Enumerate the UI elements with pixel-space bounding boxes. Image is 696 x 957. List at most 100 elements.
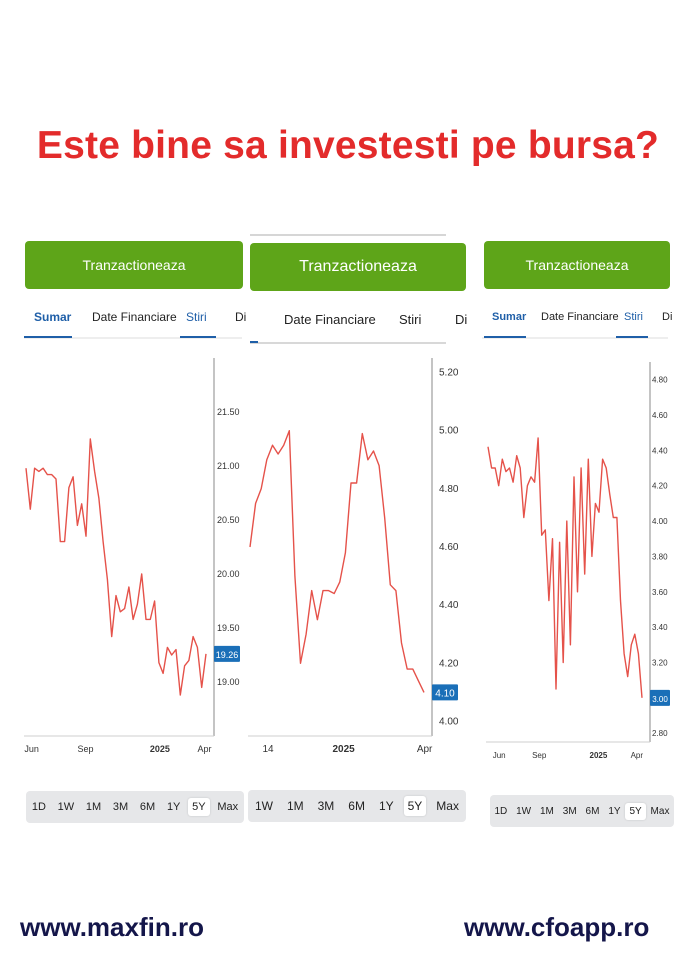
- x-tick-label: 2025: [590, 751, 608, 760]
- price-chart: 21.50 21.00 20.50 20.00 19.50 19.00 Jun Sep 2025…: [24, 358, 240, 754]
- range-3m[interactable]: 3M: [562, 805, 577, 817]
- range-6m[interactable]: 6M: [585, 805, 600, 817]
- tab-sumar[interactable]: Sumar: [492, 311, 527, 323]
- tab-stiri-underline: [616, 336, 648, 338]
- stock-panel-1: Tranzactioneaza Sumar Date Financiare St…: [24, 238, 246, 828]
- range-3m[interactable]: 3M: [317, 799, 335, 813]
- price-chart: 4.80 4.60 4.40 4.20 4.00 3.80 3.60 3.40 3.20 3.00…: [486, 362, 670, 760]
- tab-stiri-underline: [180, 336, 216, 338]
- x-tick-label: Jun: [24, 744, 39, 754]
- y-tick-label: 4.60: [652, 411, 668, 420]
- range-max[interactable]: Max: [436, 799, 459, 813]
- y-tick-label: 5.00: [439, 426, 459, 437]
- y-tick-label: 4.20: [439, 658, 459, 669]
- tab-active-underline: [484, 336, 526, 338]
- y-tick-label: 21.50: [217, 407, 240, 417]
- range-1w[interactable]: 1W: [254, 799, 273, 813]
- tab-divider: [24, 337, 242, 339]
- range-selector: 1D 1W 1M 3M 6M 1Y 5Y Max: [26, 791, 244, 823]
- range-1m[interactable]: 1M: [286, 799, 304, 813]
- tab-dividende[interactable]: Di: [455, 312, 468, 327]
- tab-divider: [482, 337, 668, 339]
- headline: Este bine sa investesti pe bursa?: [36, 124, 660, 167]
- stock-panel-3: Tranzactioneaza Sumar Date Financiare St…: [482, 238, 682, 830]
- y-tick-label: 4.80: [652, 376, 668, 385]
- y-tick-label: 3.80: [652, 552, 668, 561]
- y-tick-label: 19.50: [217, 623, 240, 633]
- tab-stiri[interactable]: Stiri: [399, 312, 422, 327]
- footer-left-url[interactable]: www.maxfin.ro: [20, 912, 204, 942]
- price-line: [25, 438, 207, 696]
- range-1d[interactable]: 1D: [494, 805, 508, 817]
- y-tick-label: 4.40: [652, 446, 668, 455]
- y-tick-label: 21.00: [217, 461, 240, 471]
- y-tick-label: 4.00: [439, 716, 459, 727]
- x-tick-label: Sep: [78, 744, 94, 754]
- range-max[interactable]: Max: [217, 801, 239, 813]
- current-price-label: 19.26: [216, 650, 239, 660]
- y-tick-label: 4.20: [652, 482, 668, 491]
- x-tick-label: Sep: [532, 751, 547, 760]
- tab-date-financiare[interactable]: Date Financiare: [284, 312, 376, 327]
- y-tick-label: 19.00: [217, 677, 240, 687]
- range-1d[interactable]: 1D: [31, 801, 46, 813]
- y-tick-label: 4.00: [652, 517, 668, 526]
- y-tick-label: 2.80: [652, 729, 668, 738]
- footer-right-url[interactable]: www.cfoapp.ro: [464, 912, 650, 942]
- x-tick-label: 14: [262, 744, 274, 755]
- tab-date-financiare[interactable]: Date Financiare: [541, 311, 619, 323]
- trade-button[interactable]: Tranzactioneaza: [250, 243, 466, 291]
- range-5y[interactable]: 5Y: [188, 798, 210, 816]
- range-1m[interactable]: 1M: [539, 805, 554, 817]
- range-6m[interactable]: 6M: [139, 801, 156, 813]
- y-tick-label: 4.60: [439, 542, 459, 553]
- y-tick-label: 4.40: [439, 600, 459, 611]
- current-price-badge: [650, 689, 670, 706]
- y-tick-label: 3.40: [652, 623, 668, 632]
- current-price-label: 4.10: [435, 688, 455, 699]
- range-1m[interactable]: 1M: [85, 801, 102, 813]
- range-3m[interactable]: 3M: [112, 801, 129, 813]
- x-tick-label: 2025: [332, 744, 355, 755]
- trade-button[interactable]: Tranzactioneaza: [25, 241, 243, 289]
- tab-active-underline: [24, 336, 72, 338]
- range-6m[interactable]: 6M: [348, 799, 365, 813]
- trade-button[interactable]: Tranzactioneaza: [484, 241, 670, 289]
- x-tick-label: Apr: [198, 744, 212, 754]
- stock-panel-2: Tranzactioneaza Date Financiare Stiri Di…: [248, 232, 470, 828]
- range-1y[interactable]: 1Y: [378, 799, 394, 813]
- range-selector: 1D 1W 1M 3M 6M 1Y 5Y Max: [490, 795, 674, 827]
- x-tick-label: Apr: [631, 751, 644, 760]
- y-tick-label: 20.00: [217, 569, 240, 579]
- tab-dividende[interactable]: Di: [235, 310, 247, 324]
- y-tick-label: 4.80: [439, 484, 459, 495]
- y-tick-label: 3.20: [652, 658, 668, 667]
- top-border: [250, 234, 446, 236]
- price-line: [487, 437, 643, 698]
- price-chart: 5.20 5.00 4.80 4.60 4.40 4.20 4.00 14 2025 Apr 4.1…: [248, 358, 459, 755]
- tab-stiri[interactable]: Stiri: [186, 310, 207, 324]
- tab-stiri[interactable]: Stiri: [624, 311, 643, 323]
- tab-divider: [250, 342, 446, 344]
- range-1w[interactable]: 1W: [516, 805, 532, 817]
- tab-sumar[interactable]: Sumar: [34, 310, 72, 324]
- current-price-badge: [214, 645, 240, 662]
- range-selector: 1W 1M 3M 6M 1Y 5Y Max: [248, 790, 466, 822]
- tab-active-underline: [250, 341, 258, 343]
- y-tick-label: 3.60: [652, 588, 668, 597]
- tab-date-financiare[interactable]: Date Financiare: [92, 310, 177, 324]
- range-1w[interactable]: 1W: [57, 801, 75, 813]
- y-tick-label: 5.20: [439, 368, 459, 379]
- x-tick-label: Apr: [417, 744, 433, 755]
- x-tick-label: Jun: [493, 751, 506, 760]
- range-1y[interactable]: 1Y: [166, 801, 181, 813]
- range-1y[interactable]: 1Y: [608, 805, 621, 817]
- tab-dividende[interactable]: Di: [662, 311, 673, 323]
- range-5y[interactable]: 5Y: [625, 802, 646, 820]
- range-5y[interactable]: 5Y: [403, 796, 427, 816]
- y-tick-label: 20.50: [217, 515, 240, 525]
- current-price-label: 3.00: [652, 695, 668, 704]
- price-line: [249, 429, 425, 693]
- x-tick-label: 2025: [150, 744, 170, 754]
- range-max[interactable]: Max: [650, 805, 670, 817]
